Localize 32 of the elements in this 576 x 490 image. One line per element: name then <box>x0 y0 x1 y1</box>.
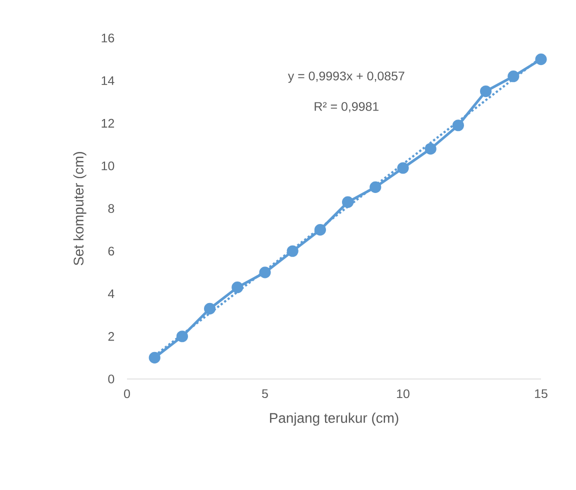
point <box>397 162 409 174</box>
point <box>342 196 354 208</box>
y-tick-label: 12 <box>102 118 114 128</box>
point <box>314 224 326 236</box>
point <box>232 282 244 294</box>
point <box>452 120 464 132</box>
point <box>424 143 436 155</box>
point <box>148 352 160 364</box>
point <box>176 330 188 342</box>
point <box>535 54 547 66</box>
y-tick-label: 16 <box>102 34 114 42</box>
point <box>480 85 492 98</box>
x-tick-label: 0 <box>124 389 130 398</box>
y-axis-title: Set komputer (cm) <box>73 152 86 266</box>
point <box>508 70 520 82</box>
point <box>204 302 216 314</box>
y-tick-label: 2 <box>108 332 114 341</box>
point <box>286 245 298 257</box>
x-tick-label: 10 <box>397 389 410 398</box>
x-tick-label: 5 <box>262 389 268 398</box>
y-tick-label: 10 <box>102 161 114 170</box>
annotation: R² = 0,9981 <box>314 102 379 112</box>
point <box>370 181 382 193</box>
y-tick-label: 6 <box>108 246 114 256</box>
y-tick-label: 4 <box>108 289 114 298</box>
x-tick-label: 15 <box>535 389 548 398</box>
y-tick-label: 14 <box>102 76 114 85</box>
x-axis-title: Panjang terukur (cm) <box>270 412 398 426</box>
y-tick-label: 8 <box>108 204 114 213</box>
point <box>259 266 271 278</box>
y-tick-label: 0 <box>108 374 114 384</box>
annotation: y = 0,9993x + 0,0857 <box>288 72 404 83</box>
